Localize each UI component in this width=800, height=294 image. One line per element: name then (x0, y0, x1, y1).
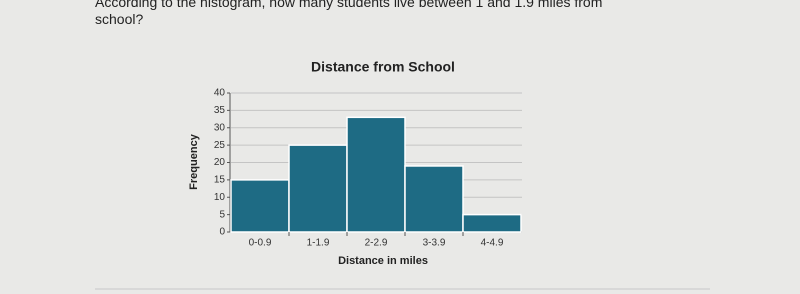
x-tick-label: 4-4.9 (481, 238, 504, 249)
y-tick-label: 15 (214, 175, 226, 186)
x-tick-label: 0-0.9 (249, 238, 272, 249)
x-tick-label: 3-3.9 (423, 238, 446, 249)
y-tick-label: 40 (214, 88, 226, 99)
y-tick-label: 25 (214, 140, 226, 151)
chart-title: Distance from School (311, 59, 455, 75)
bar (288, 144, 348, 233)
bar (230, 179, 290, 233)
y-tick-label: 20 (214, 157, 226, 168)
x-axis-title: Distance in miles (338, 255, 428, 267)
question: According to the histogram, how many stu… (95, 0, 603, 27)
y-axis-title: Frequency (188, 133, 200, 190)
y-tick-label: 10 (214, 192, 226, 203)
bar (462, 213, 522, 233)
bar (346, 116, 406, 233)
x-tick-label: 2-2.9 (365, 238, 388, 249)
bar (404, 165, 464, 233)
x-tick-label: 1-1.9 (307, 238, 330, 249)
y-tick-label: 30 (214, 122, 226, 133)
y-tick-label: 0 (219, 227, 225, 238)
y-tick-label: 5 (219, 209, 225, 220)
y-tick-label: 35 (214, 105, 226, 116)
